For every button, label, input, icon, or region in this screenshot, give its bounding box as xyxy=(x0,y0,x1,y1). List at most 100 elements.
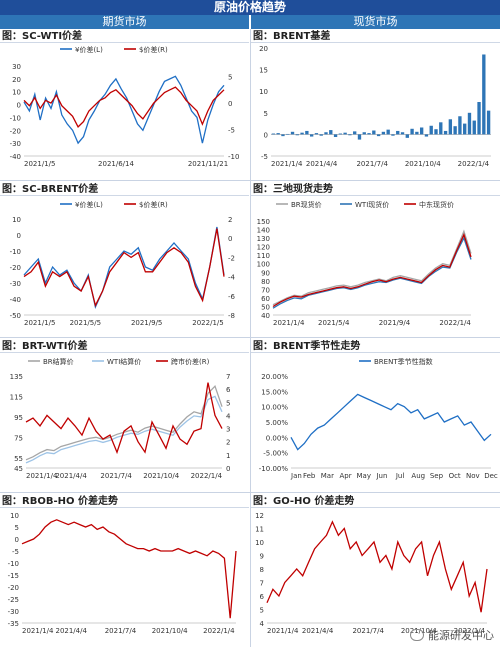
bar xyxy=(472,120,476,135)
x-tick-label: 2022/1/4 xyxy=(191,472,223,480)
x-tick-label: 2022/1/5 xyxy=(192,319,223,327)
y-tick-label: 5.00% xyxy=(266,419,289,427)
bar xyxy=(410,128,414,135)
y-tick-label: 120 xyxy=(257,244,270,252)
page-title: 原油价格趋势 xyxy=(0,0,500,15)
x-tick-label: 2021/7/4 xyxy=(100,472,132,480)
y-right-tick-label: 7 xyxy=(226,373,230,381)
series-line-3 xyxy=(25,382,223,455)
y-right-tick-label: 6 xyxy=(226,386,231,394)
bar xyxy=(357,134,362,140)
bar xyxy=(348,134,352,136)
y-tick-label: -10.00% xyxy=(259,465,289,473)
y-tick-label: 10 xyxy=(12,216,21,224)
y-tick-label: -10 xyxy=(8,560,19,568)
x-tick-label: 2021/1/5 xyxy=(24,319,55,327)
y-tick-label: -20 xyxy=(8,584,19,592)
bar xyxy=(276,133,280,135)
bar xyxy=(329,130,333,135)
x-tick-label: 2021/10/4 xyxy=(405,160,441,168)
futures-column-header: 期货市场 xyxy=(0,15,249,29)
y-tick-label: 30 xyxy=(12,63,21,71)
bar xyxy=(281,134,285,137)
x-tick-label: 2022/1/4 xyxy=(454,627,486,635)
y-tick-label: -30 xyxy=(8,608,19,616)
watermark: 能源研发中心 xyxy=(410,627,494,643)
y-right-tick-label: -8 xyxy=(228,312,235,320)
y-tick-label: -10 xyxy=(10,114,21,122)
y-right-tick-label: 5 xyxy=(228,74,232,82)
column-divider xyxy=(250,29,251,647)
panel-title-go-ho: 图：GO-HO 价差走势 xyxy=(251,495,500,508)
chart-brent-seasonal: 20.00% 15.00% 10.00% 5.00% 0.00% -5.00% -10.00… xyxy=(259,357,498,480)
y-tick-label: -20 xyxy=(10,127,21,135)
x-tick-label: Jul xyxy=(395,472,405,480)
y-tick-label: 20 xyxy=(259,45,268,53)
y-tick-label: 100 xyxy=(257,261,270,269)
y-right-tick-label: 3 xyxy=(226,426,230,434)
y-tick-label: -40 xyxy=(10,296,21,304)
row-divider-2 xyxy=(0,337,500,338)
bar xyxy=(319,134,323,136)
y-tick-label: 70 xyxy=(261,286,270,294)
y-right-tick-label: 2 xyxy=(228,216,232,224)
y-tick-label: -5 xyxy=(12,548,19,556)
y-right-tick-label: -10 xyxy=(228,153,239,161)
y-tick-label: 4 xyxy=(260,620,265,628)
bar xyxy=(434,129,438,135)
y-tick-label: 11 xyxy=(255,526,264,534)
y-tick-label: 0 xyxy=(264,131,268,139)
legend-label: WTI结算价 xyxy=(107,357,141,366)
y-tick-label: 80 xyxy=(261,278,270,286)
panel-title-sc-wti: 图：SC-WTI价差 xyxy=(0,30,249,43)
y-tick-label: 75 xyxy=(14,434,23,442)
bar xyxy=(314,133,319,135)
bar xyxy=(372,130,376,135)
x-tick-label: 2021/6/14 xyxy=(98,160,134,168)
bar xyxy=(482,54,486,135)
y-tick-label: -25 xyxy=(8,596,19,604)
y-tick-label: 8 xyxy=(260,566,264,574)
y-tick-label: 60 xyxy=(261,295,270,303)
legend-label: BRENT季节性指数 xyxy=(374,357,433,366)
x-tick-label: 2021/1/5 xyxy=(24,160,55,168)
y-right-tick-label: 1 xyxy=(226,452,230,460)
x-tick-label: Aug xyxy=(411,472,425,480)
y-tick-label: -15 xyxy=(8,572,19,580)
series-line-1 xyxy=(21,519,237,619)
chart-sc-wti: 30 20 10 0 -10 -20 -30 -40 5 0 -5 -10 2021/1/5 2021/6… xyxy=(10,45,240,168)
y-tick-label: 12 xyxy=(255,512,264,520)
x-tick-label: Oct xyxy=(449,472,461,480)
y-tick-label: 50 xyxy=(261,303,270,311)
y-right-tick-label: 0 xyxy=(226,465,230,473)
bar xyxy=(271,133,276,135)
x-tick-label: Mar xyxy=(321,472,334,480)
y-right-tick-label: 5 xyxy=(226,399,230,407)
y-tick-label: -5 xyxy=(261,153,268,161)
x-tick-label: 2021/1/4 xyxy=(273,319,305,327)
y-right-tick-label: 4 xyxy=(226,412,231,420)
series-line-2 xyxy=(25,395,223,464)
x-tick-label: 2021/10/4 xyxy=(152,627,188,635)
y-tick-label: 0 xyxy=(17,102,21,110)
bar xyxy=(353,131,357,135)
bar xyxy=(477,102,481,135)
x-tick-label: 2021/10/4 xyxy=(143,472,179,480)
x-tick-label: 2022/1/4 xyxy=(458,160,490,168)
bar xyxy=(405,134,409,138)
x-tick-label: 2021/7/4 xyxy=(105,627,137,635)
y-tick-label: 0.00% xyxy=(266,434,289,442)
y-tick-label: 90 xyxy=(261,269,270,277)
panel-title-brt-wti: 图：BRT-WTI价差 xyxy=(0,340,249,353)
y-tick-label: 150 xyxy=(257,218,270,226)
spot-column-header: 现货市场 xyxy=(251,15,500,29)
legend-label: 中东现货价 xyxy=(419,200,454,209)
chart-sc-brent: 10 0 -10 -20 -30 -40 -50 2 0 -2 -4 -6 -8 2021/1/5 2021… xyxy=(10,200,236,327)
y-tick-label: 0 xyxy=(17,232,21,240)
y-tick-label: 0 xyxy=(15,536,19,544)
series-line-1 xyxy=(290,393,492,451)
bar xyxy=(300,132,304,135)
y-tick-label: 45 xyxy=(14,465,23,473)
